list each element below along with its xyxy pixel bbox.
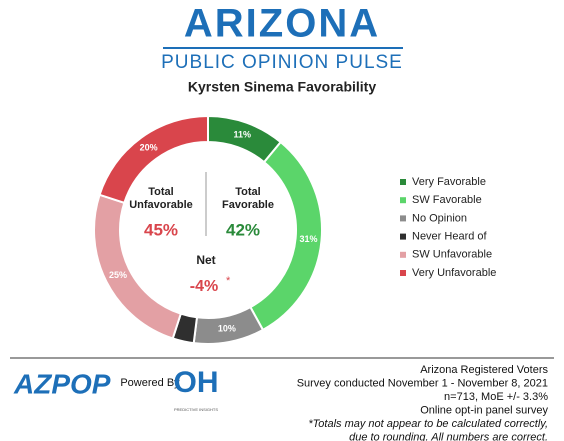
footer-line: Online opt-in panel survey xyxy=(420,404,548,416)
slice-label: 10% xyxy=(218,324,236,334)
subbrand: PUBLIC OPINION PULSE xyxy=(161,52,403,73)
legend-label: SW Unfavorable xyxy=(412,249,492,261)
legend-label: Never Heard of xyxy=(412,231,488,243)
footer-line: Arizona Registered Voters xyxy=(420,364,548,376)
donut-slice xyxy=(98,114,209,205)
partner-logo: OH xyxy=(174,366,219,399)
net-label: Net xyxy=(196,253,215,267)
legend-label: No Opinion xyxy=(412,212,467,224)
net-note: * xyxy=(226,275,231,287)
chart-title: Kyrsten Sinema Favorability xyxy=(188,79,377,95)
legend-swatch xyxy=(400,233,406,240)
brand: ARIZONA xyxy=(184,2,380,46)
net-value: -4% xyxy=(190,278,218,295)
legend-label: Very Favorable xyxy=(412,176,486,188)
slice-label: 31% xyxy=(300,234,318,244)
powered-by: Powered By xyxy=(120,377,180,389)
legend-swatch xyxy=(400,179,406,185)
footer-line: *Totals may not appear to be calculated … xyxy=(308,418,548,430)
legend-swatch xyxy=(400,215,406,222)
legend-swatch xyxy=(400,270,406,276)
footer-line: n=713, MoE +/- 3.3% xyxy=(444,391,548,403)
slice-label: 25% xyxy=(109,270,127,280)
unfav-label: Total Unfavorable xyxy=(129,186,193,211)
donut-slice xyxy=(93,193,183,340)
legend-label: SW Favorable xyxy=(412,194,482,206)
footer-line: due to rounding. All numbers are correct… xyxy=(349,431,548,441)
fav-label: Total Favorable xyxy=(222,186,274,211)
slice-label: 20% xyxy=(140,143,158,153)
unfav-value: 45% xyxy=(144,220,178,239)
footer-logo: AZPOP xyxy=(13,368,111,399)
footer-line: Survey conducted November 1 - November 8… xyxy=(297,377,548,389)
slice-label: 11% xyxy=(233,129,251,139)
legend-swatch xyxy=(400,197,406,204)
legend-label: Very Unfavorable xyxy=(412,267,496,279)
legend-swatch xyxy=(400,251,406,258)
partner-sub: PREDICTIVE INSIGHTS xyxy=(174,407,218,412)
fav-value: 42% xyxy=(226,220,260,239)
